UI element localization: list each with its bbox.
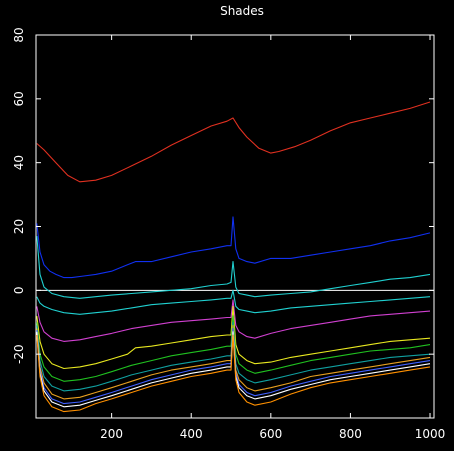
chart-title: Shades: [220, 4, 264, 18]
series-line-7: [36, 315, 431, 382]
x-axis-ticks: 200 400 600 800 1000: [100, 35, 445, 441]
series-line-3: [36, 236, 431, 299]
series-line-5: [36, 299, 431, 342]
series-line-12: [36, 334, 431, 413]
y-tick-label: 20: [12, 219, 26, 234]
series-line-2: [36, 216, 431, 279]
series-line-4: [36, 289, 431, 315]
x-tick-label: 400: [180, 427, 203, 441]
x-tick-label: 1000: [415, 427, 446, 441]
series-line-1: [36, 101, 431, 183]
x-tick-label: 800: [339, 427, 362, 441]
y-tick-label: 80: [12, 27, 26, 42]
x-tick-label: 600: [259, 427, 282, 441]
series-line-6: [36, 305, 431, 370]
y-tick-label: -20: [12, 344, 26, 364]
x-tick-label: 200: [100, 427, 123, 441]
y-tick-label: 40: [12, 155, 26, 170]
y-axis-ticks: -20 0 20 40 60 80: [12, 27, 434, 364]
y-tick-label: 60: [12, 91, 26, 106]
y-tick-label: 0: [12, 287, 26, 295]
series-layer: [36, 101, 431, 413]
